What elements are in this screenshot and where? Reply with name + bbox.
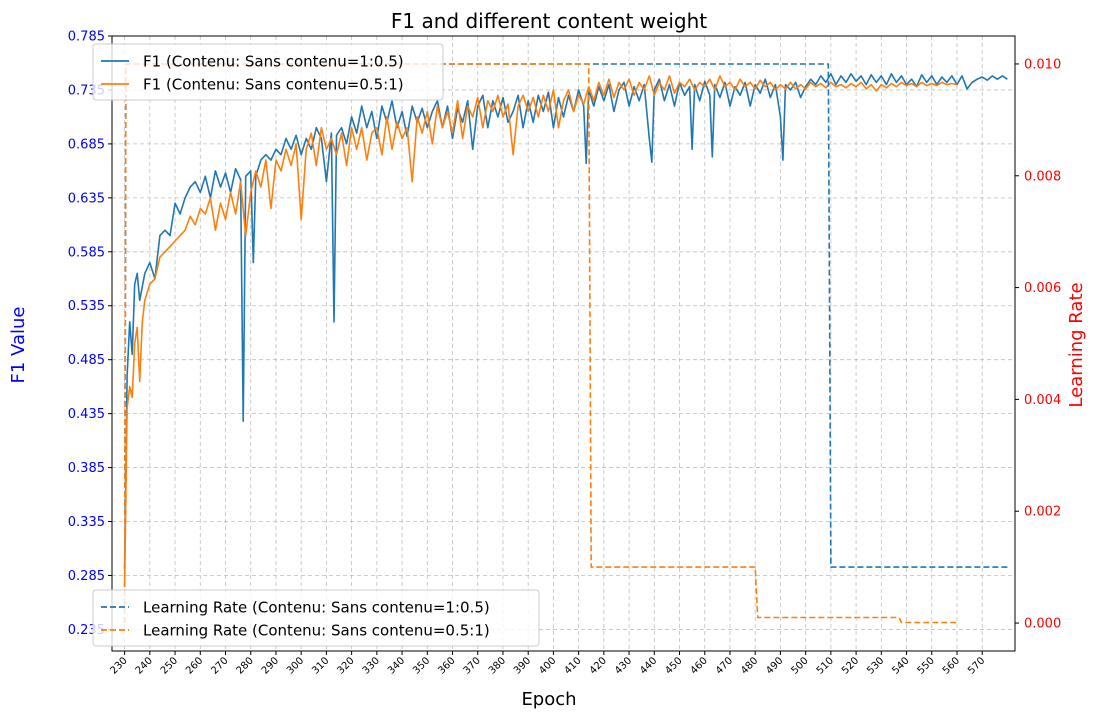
left-axis: 0.2350.2850.3350.3850.4350.4850.5350.585… xyxy=(68,30,112,638)
right-axis-label: Learning Rate xyxy=(1066,282,1087,407)
x-tick-label: 430 xyxy=(613,655,634,676)
x-tick-label: 570 xyxy=(966,655,987,676)
grid xyxy=(112,35,1015,651)
x-tick-label: 360 xyxy=(436,655,457,676)
legend-entry: Learning Rate (Contenu: Sans contenu=0.5… xyxy=(143,622,490,640)
right-tick-label: 0.008 xyxy=(1024,169,1061,184)
x-tick-label: 230 xyxy=(108,655,129,676)
x-tick-label: 410 xyxy=(562,655,583,676)
x-tick-label: 460 xyxy=(689,655,710,676)
x-tick-label: 530 xyxy=(865,655,886,676)
x-tick-label: 480 xyxy=(739,655,760,676)
x-tick-label: 250 xyxy=(159,655,180,676)
x-tick-label: 420 xyxy=(588,655,609,676)
left-tick-label: 0.435 xyxy=(68,407,105,422)
x-tick-label: 290 xyxy=(260,655,281,676)
right-axis: 0.000 0.002 0.004 0.006 0.008 0.010 xyxy=(1015,57,1061,632)
x-tick-label: 340 xyxy=(386,655,407,676)
x-tick-label: 240 xyxy=(134,655,155,676)
left-tick-label: 0.335 xyxy=(68,515,105,530)
legend-top-left: F1 (Contenu: Sans contenu=1:0.5) F1 (Cont… xyxy=(92,43,444,101)
x-tick-label: 440 xyxy=(638,655,659,676)
left-tick-label: 0.535 xyxy=(68,299,105,314)
x-tick-label: 560 xyxy=(941,655,962,676)
x-tick-label: 510 xyxy=(815,655,836,676)
x-tick-label: 320 xyxy=(335,655,356,676)
x-tick-label: 390 xyxy=(512,655,533,676)
left-tick-label: 0.385 xyxy=(68,461,105,476)
x-tick-label: 300 xyxy=(285,655,306,676)
x-tick-label: 350 xyxy=(411,655,432,676)
left-axis-label: F1 Value xyxy=(8,307,29,384)
x-tick-label: 400 xyxy=(537,655,558,676)
series-layer xyxy=(123,63,1008,624)
legend-bottom-left: Learning Rate (Contenu: Sans contenu=1:0… xyxy=(92,589,540,647)
x-tick-label: 490 xyxy=(764,655,785,676)
left-tick-label: 0.785 xyxy=(68,30,105,45)
series-line-4 xyxy=(123,63,957,624)
x-tick-label: 270 xyxy=(209,655,230,676)
left-tick-label: 0.635 xyxy=(68,191,105,206)
right-tick-label: 0.000 xyxy=(1024,617,1061,632)
x-tick-label: 450 xyxy=(663,655,684,676)
x-axis-label: Epoch xyxy=(521,689,576,710)
right-tick-label: 0.002 xyxy=(1024,505,1061,520)
x-tick-label: 310 xyxy=(310,655,331,676)
x-tick-label: 380 xyxy=(487,655,508,676)
right-tick-label: 0.006 xyxy=(1024,281,1061,296)
left-tick-label: 0.285 xyxy=(68,569,105,584)
left-tick-label: 0.585 xyxy=(68,245,105,260)
chart-title: F1 and different content weight xyxy=(391,9,707,33)
legend-entry: F1 (Contenu: Sans contenu=1:0.5) xyxy=(143,53,404,71)
x-tick-label: 550 xyxy=(916,655,937,676)
series-line-2 xyxy=(123,75,958,587)
legend-box xyxy=(92,43,444,101)
x-tick-label: 520 xyxy=(840,655,861,676)
legend-entry: F1 (Contenu: Sans contenu=0.5:1) xyxy=(143,76,404,94)
left-tick-label: 0.485 xyxy=(68,353,105,368)
x-tick-label: 330 xyxy=(361,655,382,676)
x-tick-label: 280 xyxy=(235,655,256,676)
legend-box xyxy=(92,589,540,647)
series-line-3 xyxy=(123,63,1008,624)
plot-frame xyxy=(111,35,1016,652)
right-tick-label: 0.010 xyxy=(1024,57,1061,72)
x-axis: 230 240 250 260 270 280 290 300 310 320 330 340 350 3… xyxy=(108,651,987,677)
x-tick-label: 500 xyxy=(789,655,810,676)
left-tick-label: 0.685 xyxy=(68,137,105,152)
x-tick-label: 260 xyxy=(184,655,205,676)
right-tick-label: 0.004 xyxy=(1024,393,1061,408)
x-tick-label: 540 xyxy=(890,655,911,676)
series-line-1 xyxy=(123,73,1008,571)
legend-entry: Learning Rate (Contenu: Sans contenu=1:0… xyxy=(143,599,490,617)
x-tick-label: 470 xyxy=(714,655,735,676)
x-tick-label: 370 xyxy=(462,655,483,676)
